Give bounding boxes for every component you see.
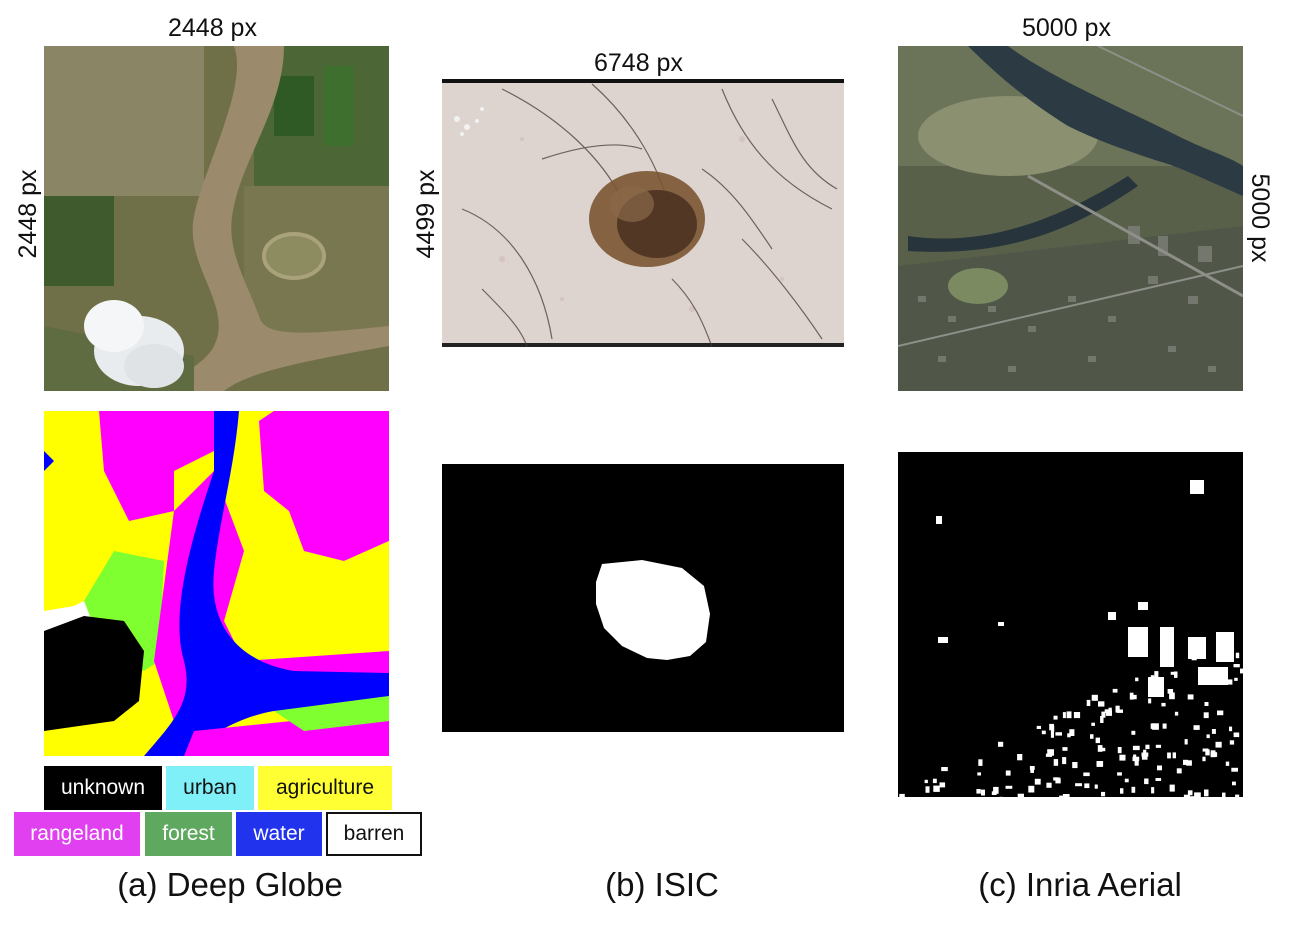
isic-caption: (b) ISIC bbox=[605, 866, 719, 903]
isic-height-label: 4499 px bbox=[412, 169, 440, 259]
isic-width-label: 6748 px bbox=[594, 49, 683, 77]
legend-unknown: unknown bbox=[44, 766, 162, 810]
isic-dermoscopy-image bbox=[442, 79, 844, 347]
deep-globe-height-label: 2448 px bbox=[14, 169, 42, 259]
inria-caption: (c) Inria Aerial bbox=[978, 866, 1182, 903]
inria-building-mask bbox=[898, 452, 1243, 797]
legend-barren: barren bbox=[326, 812, 422, 856]
legend-water: water bbox=[236, 812, 322, 856]
deep-globe-caption: (a) Deep Globe bbox=[117, 866, 343, 903]
isic-segmentation-mask bbox=[442, 464, 844, 732]
inria-aerial-image bbox=[898, 46, 1243, 391]
inria-width-label: 5000 px bbox=[1022, 14, 1111, 42]
deep-globe-satellite-image bbox=[44, 46, 389, 391]
legend-forest: forest bbox=[145, 812, 232, 856]
legend-urban: urban bbox=[166, 766, 254, 810]
inria-height-label: 5000 px bbox=[1246, 173, 1274, 263]
legend-rangeland: rangeland bbox=[14, 812, 140, 856]
legend-agriculture: agriculture bbox=[258, 766, 392, 810]
deep-globe-segmentation-mask bbox=[44, 411, 389, 756]
deep-globe-width-label: 2448 px bbox=[168, 14, 257, 42]
